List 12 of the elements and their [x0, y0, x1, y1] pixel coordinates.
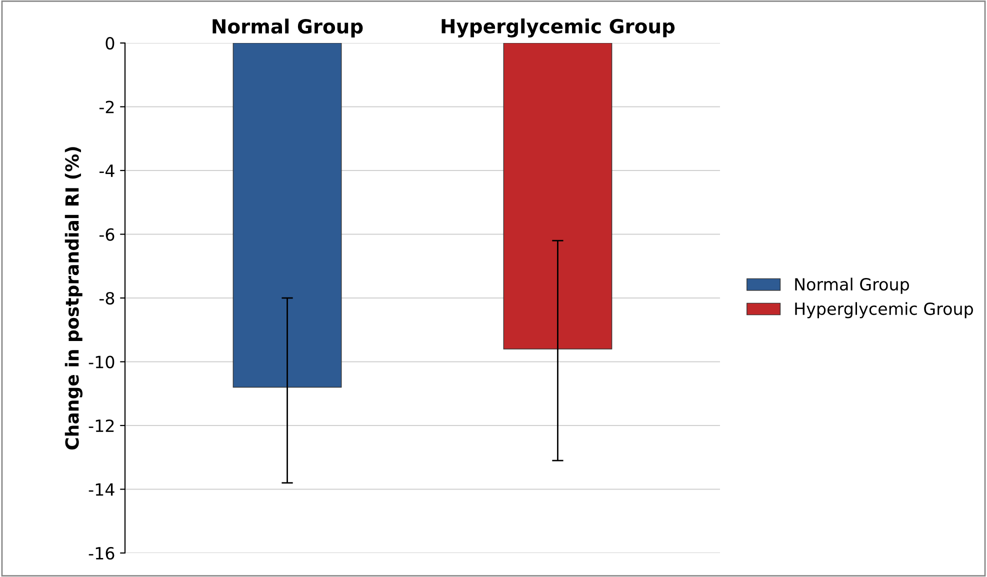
legend-label: Hyperglycemic Group — [795, 302, 973, 318]
y-tick-label: -10 — [88, 356, 114, 368]
y-tick-label: -8 — [99, 292, 114, 305]
y-tick-label: -16 — [88, 546, 114, 560]
y-tick-label: -6 — [99, 228, 114, 241]
y-tick-label: -12 — [88, 419, 114, 432]
y-axis-title: Change in postprandial RI (%) — [64, 147, 82, 450]
y-tick-label: -2 — [99, 100, 114, 114]
y-tick-label: 0 — [106, 36, 114, 50]
y-tick-label: -4 — [99, 164, 114, 177]
y-tick-label: -14 — [88, 483, 114, 496]
legend-label: Normal Group — [795, 278, 909, 294]
